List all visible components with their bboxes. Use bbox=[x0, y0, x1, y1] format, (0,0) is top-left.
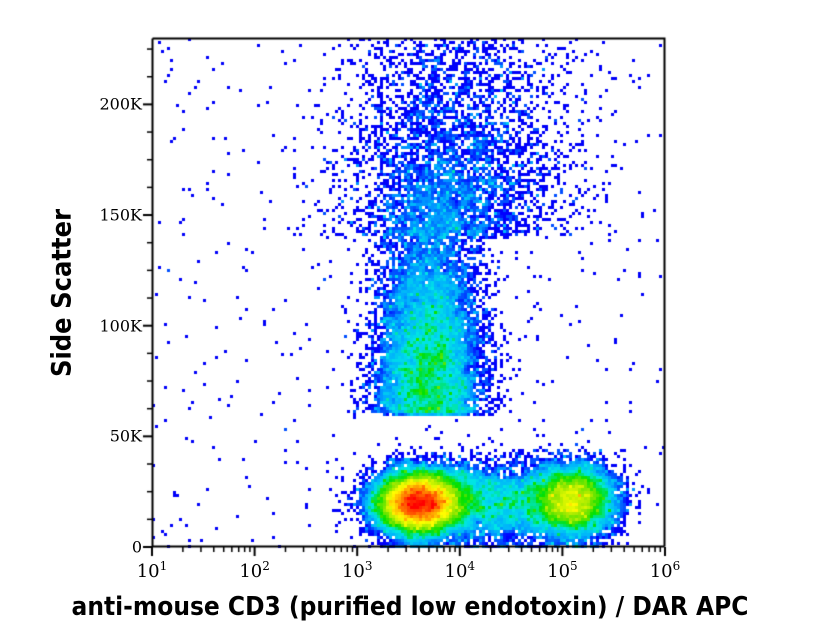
x-axis-title: anti-mouse CD3 (purified low endotoxin) … bbox=[71, 592, 749, 622]
x-tick-label: 102 bbox=[239, 559, 270, 582]
y-tick-label: 150K bbox=[99, 205, 143, 225]
y-axis-title: Side Scatter bbox=[46, 208, 78, 378]
y-tick-label: 200K bbox=[99, 94, 143, 114]
x-tick-label: 105 bbox=[547, 559, 578, 582]
x-tick-label: 104 bbox=[444, 559, 476, 582]
y-tick-label: 100K bbox=[99, 316, 143, 336]
x-tick-label: 106 bbox=[649, 559, 681, 582]
y-tick-label: 50K bbox=[109, 426, 142, 446]
x-tick-label: 101 bbox=[136, 559, 168, 582]
x-tick-label: 103 bbox=[341, 559, 373, 582]
y-tick-label: 0 bbox=[131, 537, 142, 557]
